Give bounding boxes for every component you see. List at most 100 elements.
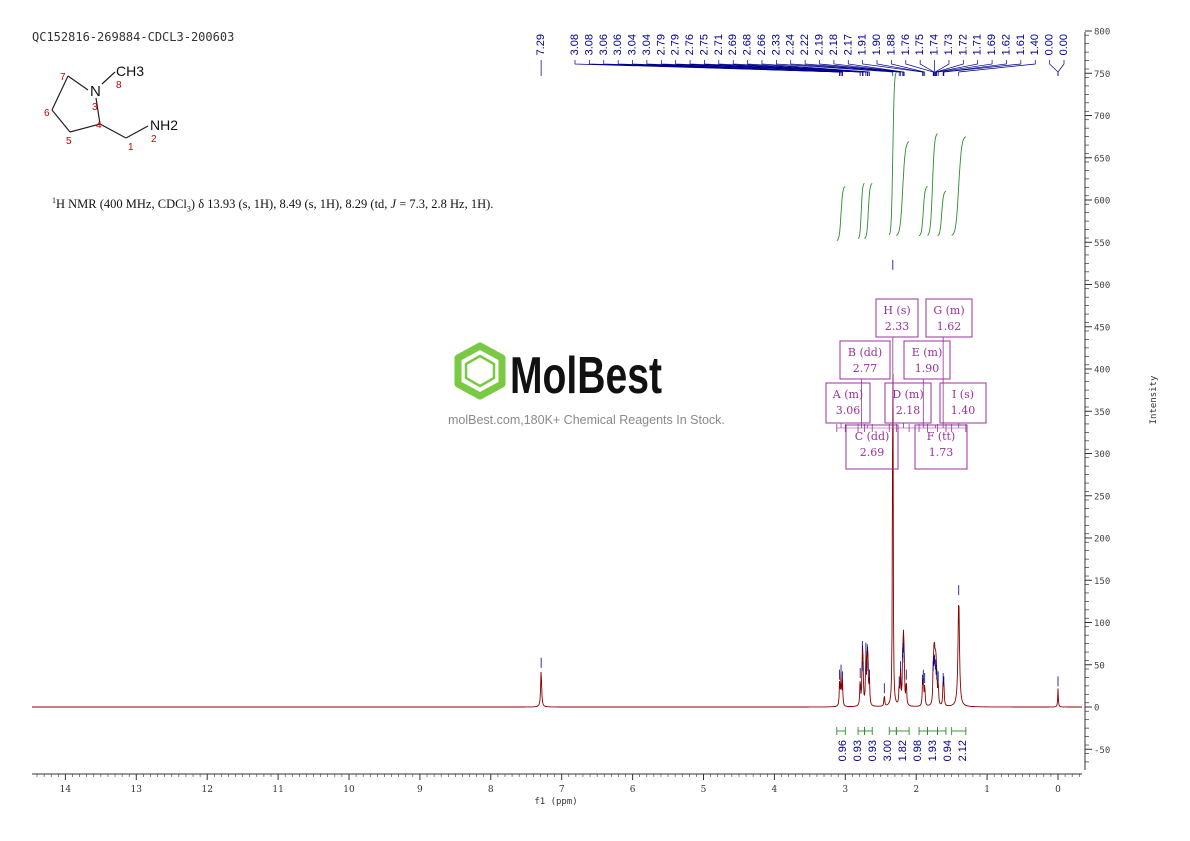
peak-leader-line bbox=[936, 60, 979, 76]
integral-value: 2.12 bbox=[957, 740, 969, 761]
bond-n-ch3 bbox=[101, 71, 116, 85]
peak-leader-line bbox=[934, 60, 950, 76]
integral-curve bbox=[937, 190, 947, 237]
integral-labels: 0.96 0.93 0.93 3.00 1.82 0.98 1.93 0.94 2.12 bbox=[836, 727, 969, 761]
multiplet-box bbox=[939, 382, 987, 424]
bond-7-n bbox=[67, 75, 89, 91]
x-tick-label: 11 bbox=[272, 785, 283, 795]
peak-leader-line bbox=[804, 60, 901, 76]
integral-value: 0.93 bbox=[867, 740, 879, 761]
x-tick-label: 5 bbox=[701, 785, 707, 795]
y-tick-label: 0 bbox=[1094, 704, 1099, 714]
multiplet-shift: 1.62 bbox=[937, 320, 962, 333]
peak-leader-line bbox=[689, 60, 863, 76]
y-tick-label: 200 bbox=[1094, 535, 1110, 545]
x-tick-label: 13 bbox=[131, 785, 143, 795]
integral-curve bbox=[951, 136, 967, 236]
integral-value: 1.82 bbox=[897, 740, 909, 761]
multiplet-label: A (m) bbox=[832, 388, 863, 401]
peak-label: 1.73 bbox=[943, 34, 955, 55]
x-tick-label: 0 bbox=[1055, 785, 1061, 795]
peak-label: 1.40 bbox=[1029, 34, 1041, 55]
integral-curve bbox=[896, 141, 910, 236]
peak-label: 2.66 bbox=[756, 34, 768, 55]
peak-label: 1.76 bbox=[900, 34, 912, 55]
chemical-structure: N CH3 NH2 1 2 3 4 5 6 7 8 bbox=[44, 63, 178, 153]
bond-5-4 bbox=[69, 123, 101, 133]
y-tick-label: 450 bbox=[1094, 323, 1110, 333]
peak-label: 1.74 bbox=[929, 34, 941, 55]
multiplet-label: F (tt) bbox=[927, 430, 956, 443]
sample-id: QC152816-269884-CDCL3-200603 bbox=[32, 30, 235, 44]
x-tick-label: 8 bbox=[488, 785, 494, 795]
integral-value: 0.98 bbox=[912, 740, 924, 761]
peak-label: 1.90 bbox=[871, 34, 883, 55]
multiplet-box bbox=[875, 298, 919, 338]
peak-label: 2.79 bbox=[670, 34, 682, 55]
peak-label: 7.29 bbox=[535, 34, 547, 55]
spectrum-line bbox=[32, 373, 1082, 708]
x-tick-label: 12 bbox=[201, 785, 212, 795]
y-tick-label: 750 bbox=[1094, 70, 1110, 80]
peak-leader-line bbox=[876, 60, 924, 76]
peak-leader-line bbox=[943, 60, 1022, 76]
y-tick-label: 300 bbox=[1094, 450, 1110, 460]
bond-1-2 bbox=[125, 125, 149, 139]
x-tick-label: 9 bbox=[417, 785, 423, 795]
peak-leader-line bbox=[646, 60, 843, 76]
spectrum-trace bbox=[32, 259, 1082, 708]
watermark-tagline: molBest.com,180K+ Chemical Reagents In S… bbox=[448, 413, 725, 427]
peak-label: 3.06 bbox=[598, 34, 610, 55]
peak-label: 2.68 bbox=[742, 34, 754, 55]
y-tick-label: 50 bbox=[1094, 661, 1105, 671]
atom-number-6: 6 bbox=[44, 108, 50, 119]
integral-curve bbox=[836, 185, 846, 242]
y-tick-label: 600 bbox=[1094, 197, 1110, 207]
peak-label: 1.75 bbox=[914, 34, 926, 55]
peak-label: 2.76 bbox=[684, 34, 696, 55]
peak-label: 2.24 bbox=[785, 34, 797, 55]
peak-label: 1.61 bbox=[1015, 34, 1027, 55]
bond-4-1 bbox=[99, 123, 127, 139]
multiplet-shift: 1.73 bbox=[929, 446, 954, 459]
atom-n: N bbox=[90, 83, 101, 100]
peak-label: 0.00 bbox=[1058, 34, 1070, 55]
peak-label: 2.18 bbox=[828, 34, 840, 55]
y-axis: 8007507006506005505004504003503002502001… bbox=[1084, 28, 1110, 770]
y-tick-label: 100 bbox=[1094, 619, 1110, 629]
peak-leader-line bbox=[1049, 60, 1059, 76]
peak-leader-line bbox=[747, 60, 869, 76]
x-tick-label: 4 bbox=[772, 785, 778, 795]
benzene-logo-icon bbox=[454, 342, 506, 400]
y-tick-label: 800 bbox=[1094, 28, 1110, 38]
y-tick-label: 150 bbox=[1094, 577, 1110, 587]
multiplet-label: E (m) bbox=[912, 346, 943, 359]
integral-curve bbox=[857, 183, 865, 239]
y-tick-label: 350 bbox=[1094, 408, 1110, 418]
peak-label: 3.06 bbox=[612, 34, 624, 55]
atom-number-8: 8 bbox=[116, 80, 122, 91]
multiplet-annotations: A (m) 3.06 B (dd) 2.77 C (dd) 2.69 D (m) 2.18 E … bbox=[825, 298, 987, 470]
peak-label: 1.88 bbox=[885, 34, 897, 55]
molbest-logo: MolBest bbox=[454, 342, 662, 402]
integral-curve bbox=[927, 133, 938, 236]
peak-leader-line bbox=[776, 60, 894, 76]
atom-number-5: 5 bbox=[66, 136, 72, 147]
multiplet-shift: 2.33 bbox=[885, 320, 910, 333]
multiplet-box bbox=[903, 340, 951, 380]
peak-label: 1.72 bbox=[957, 34, 969, 55]
peak-leader-line bbox=[1057, 60, 1065, 76]
brand-name: MolBest bbox=[510, 347, 662, 402]
y-tick-label: -50 bbox=[1094, 746, 1110, 756]
atom-number-4: 4 bbox=[96, 120, 102, 131]
atom-number-2: 2 bbox=[151, 134, 157, 145]
multiplet-shift: 1.90 bbox=[915, 362, 940, 375]
atom-nh2: NH2 bbox=[150, 117, 178, 133]
peak-label: 3.04 bbox=[641, 34, 653, 55]
multiplet-shift: 2.18 bbox=[896, 404, 921, 417]
peak-leader-line bbox=[718, 60, 867, 76]
peak-label: 2.79 bbox=[655, 34, 667, 55]
x-tick-label: 7 bbox=[559, 785, 565, 795]
integral-value: 1.93 bbox=[927, 740, 939, 761]
